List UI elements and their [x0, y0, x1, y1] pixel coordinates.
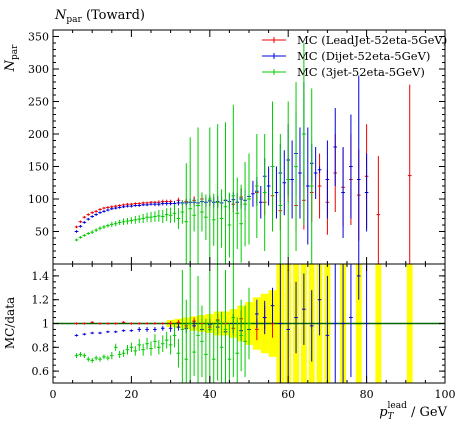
ratio-panel-data	[53, 264, 445, 383]
y-tick-label: 50	[35, 226, 49, 239]
axes: 50 100 150 200 250 300 350 0.6 0.8 1 1.2 1.4 0 20 40 60…	[28, 29, 456, 401]
legend-label: MC (Dijet-52eta-5GeV)	[297, 49, 430, 63]
x-tick-label: 60	[281, 388, 295, 401]
ratio-y-tick-label: 0.8	[32, 341, 50, 354]
x-tick-label: 20	[124, 388, 138, 401]
x-tick-label: 100	[435, 388, 456, 401]
ratio-y-axis-label: MC/data	[3, 297, 17, 349]
ratio-y-tick-label: 1	[42, 318, 49, 331]
legend: MC (LeadJet-52eta-5GeV) MC (Dijet-52eta-5…	[262, 33, 447, 79]
x-axis-label: pTlead / GeV	[379, 401, 447, 422]
y-tick-label: 200	[28, 128, 49, 141]
y-tick-label: 250	[28, 96, 49, 109]
y-tick-label: 350	[28, 31, 49, 44]
legend-label: MC (3jet-52eta-5GeV)	[297, 65, 425, 79]
legend-label: MC (LeadJet-52eta-5GeV)	[297, 33, 447, 47]
y-axis-label: Npar	[3, 44, 20, 73]
main-panel-data	[74, 43, 412, 264]
x-tick-label: 40	[203, 388, 217, 401]
y-tick-label: 300	[28, 63, 49, 76]
y-tick-label: 100	[28, 193, 49, 206]
x-tick-label: 0	[50, 388, 57, 401]
chart-title: Npar (Toward)	[54, 8, 145, 25]
ratio-y-tick-label: 0.6	[32, 365, 50, 378]
ratio-y-tick-label: 1.4	[32, 270, 50, 283]
y-tick-label: 150	[28, 161, 49, 174]
ratio-y-tick-label: 1.2	[32, 294, 50, 307]
x-tick-label: 80	[360, 388, 374, 401]
